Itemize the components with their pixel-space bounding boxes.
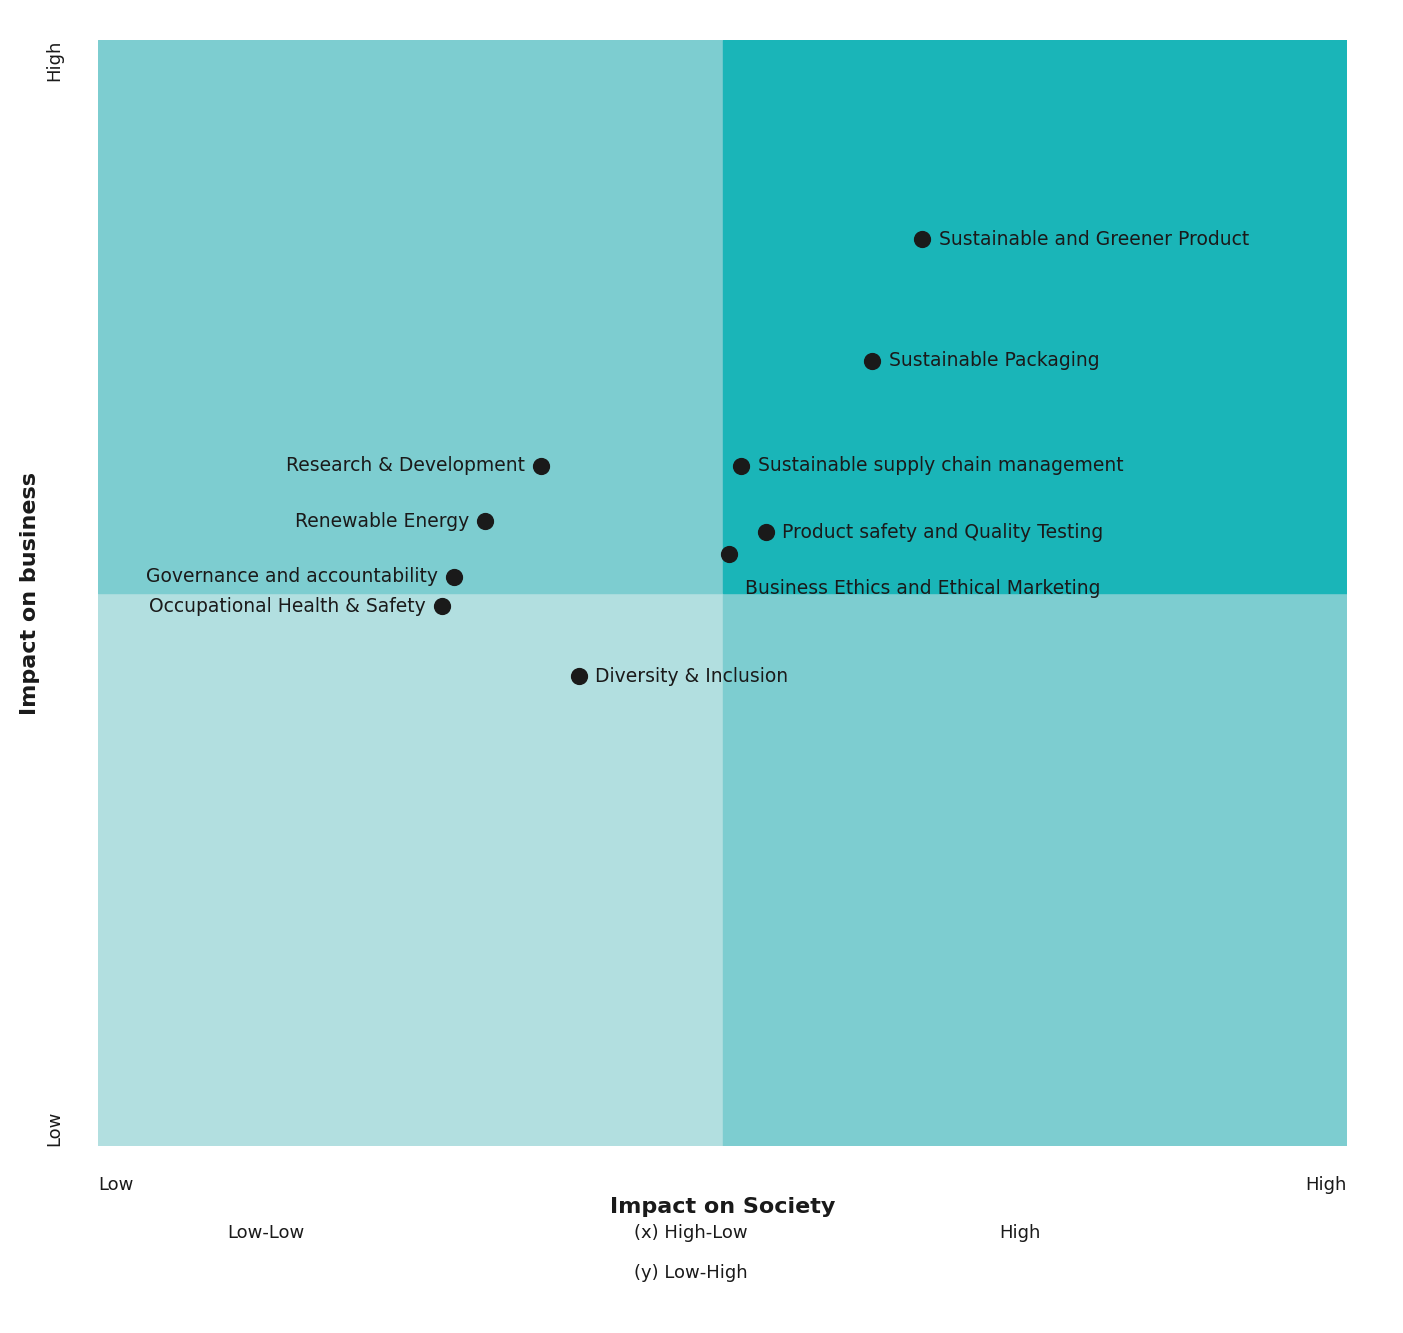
Text: Low-Low: Low-Low [227,1224,304,1242]
Text: Impact on business: Impact on business [20,472,39,714]
Point [755,521,777,543]
Bar [723,40,1347,593]
Text: Low: Low [45,1110,63,1146]
Bar [723,593,1347,1146]
Text: Business Ethics and Ethical Marketing: Business Ethics and Ethical Marketing [745,579,1100,597]
Point [431,596,453,617]
Text: High: High [1306,1176,1347,1194]
Text: (x) High-Low: (x) High-Low [634,1224,748,1242]
Point [730,456,752,477]
Text: Sustainable Packaging: Sustainable Packaging [888,352,1099,371]
Text: Research & Development: Research & Development [286,456,525,476]
Point [717,544,739,565]
Text: Diversity & Inclusion: Diversity & Inclusion [595,666,788,685]
Point [861,351,884,372]
Point [568,665,591,686]
Text: (y) Low-High: (y) Low-High [634,1264,748,1282]
Point [474,511,497,532]
Text: Renewable Energy: Renewable Energy [295,512,469,531]
Bar [98,593,723,1146]
Text: Governance and accountability: Governance and accountability [146,567,438,587]
Point [443,567,466,588]
Text: Occupational Health & Safety: Occupational Health & Safety [149,597,425,616]
Bar [98,40,723,593]
Point [911,228,933,249]
Text: Product safety and Quality Testing: Product safety and Quality Testing [783,523,1104,541]
Text: Impact on Society: Impact on Society [610,1197,835,1217]
Text: High: High [999,1224,1040,1242]
Text: Low: Low [98,1176,133,1194]
Text: Sustainable supply chain management: Sustainable supply chain management [758,456,1124,476]
Text: Sustainable and Greener Product: Sustainable and Greener Product [939,229,1249,249]
Text: High: High [45,40,63,81]
Point [530,456,553,477]
